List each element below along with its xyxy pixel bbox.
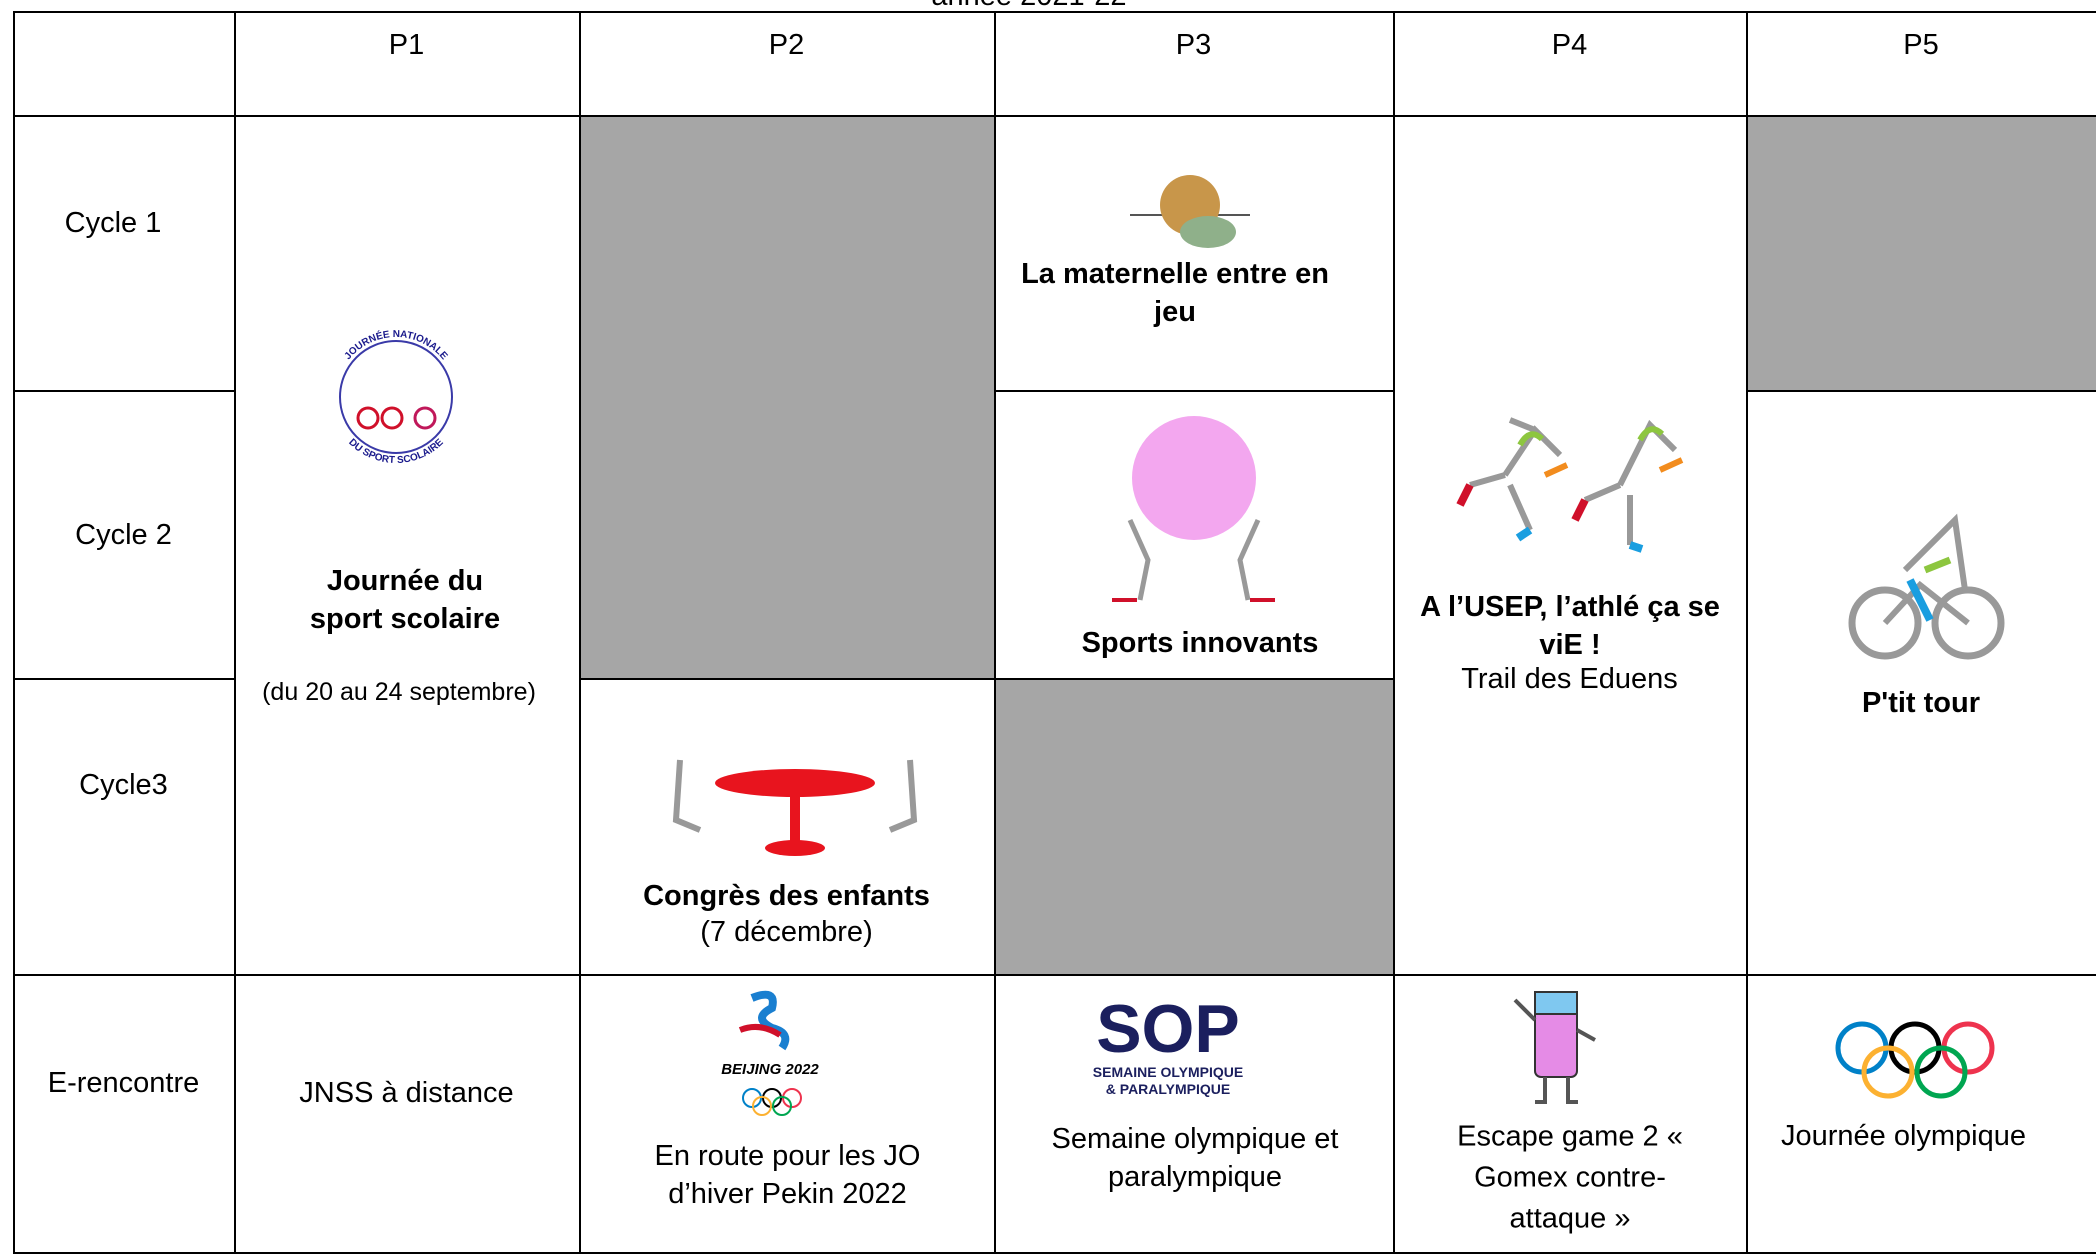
event-title: Journée du sport scolaire <box>309 565 501 635</box>
event-title: La maternelle entre en jeu <box>1021 258 1329 328</box>
row-label: Cycle 2 <box>75 519 172 551</box>
row-label: Cycle3 <box>79 769 168 801</box>
e-rencontre-text: Semaine olympique et paralympique <box>1051 1123 1339 1193</box>
sop-logo-text: SEMAINE OLYMPIQUE <box>1093 1064 1243 1080</box>
table-icon <box>765 840 825 856</box>
e-rencontre-text: JNSS à distance <box>299 1077 514 1109</box>
column-header: P2 <box>768 29 805 61</box>
runner-arms <box>1543 457 1684 478</box>
page-title: année 2021-22 <box>779 0 1279 15</box>
column-header: P4 <box>1551 29 1588 61</box>
cyclist <box>1882 513 1970 626</box>
e-rencontre-text: Journée olympique <box>1780 1120 2027 1152</box>
bike-wheel <box>380 406 404 430</box>
jnss-logo <box>339 340 453 454</box>
row-label: Cycle 1 <box>64 207 162 239</box>
runner-legs <box>1515 526 1644 553</box>
column-header: P1 <box>388 29 425 61</box>
runner-legs <box>1456 483 1589 522</box>
table-icon <box>790 790 800 845</box>
gomex-icon <box>1534 991 1578 1015</box>
jnss-logo-text: JOURNÉE NATIONALE <box>343 329 450 363</box>
cyclist-leg <box>1906 578 1934 622</box>
beijing-emblem <box>738 1023 782 1038</box>
sop-logo: SOP <box>1096 991 1240 1067</box>
e-rencontre-text: Escape game 2 « Gomex contre-attaque » <box>1457 1120 1683 1235</box>
bike-wheel <box>1931 586 2005 660</box>
runner-icon <box>1469 417 1678 545</box>
wheelchair-wheel <box>413 406 437 430</box>
event-note: (7 décembre) <box>700 916 873 948</box>
row-label: E-rencontre <box>47 1067 200 1099</box>
sop-logo-text: & PARALYMPIQUE <box>1106 1081 1230 1097</box>
runner-arms <box>1517 426 1665 447</box>
event-title: Congrès des enfants <box>643 880 930 912</box>
olympic-rings <box>1835 1021 1995 1099</box>
e-rencontre-text: En route pour les JO d’hiver Pekin 2022 <box>654 1140 921 1210</box>
mascot <box>1127 518 1261 601</box>
column-header: P3 <box>1175 29 1212 61</box>
event-title: A l’USEP, l’athlé ça se viE ! <box>1420 591 1720 661</box>
event-title: P'tit tour <box>1861 687 1981 719</box>
gomex-icon <box>1534 1004 1578 1078</box>
event-note: Trail des Eduens <box>1461 663 1678 695</box>
pink-ball <box>1132 416 1256 540</box>
event-note: (du 20 au 24 septembre) <box>262 678 536 706</box>
chair-icon <box>672 759 918 833</box>
bike-wheel <box>356 406 380 430</box>
empty-cell <box>579 115 996 680</box>
beijing-emblem <box>750 990 790 1051</box>
jnss-logo-text: JOURNÉE NATIONALE <box>343 329 450 363</box>
children-icon <box>1180 216 1236 248</box>
table-icon <box>715 769 875 797</box>
ring <box>752 1096 772 1116</box>
ring <box>1914 1045 1968 1099</box>
gomex-limbs <box>1513 998 1596 1104</box>
olympic-rings-small <box>742 1088 802 1116</box>
ring <box>772 1096 792 1116</box>
beijing-logo-text: BEIJING 2022 <box>721 1061 819 1078</box>
event-title: Sports innovants <box>1081 627 1319 659</box>
column-header: P5 <box>1903 29 1939 61</box>
bike-wheel <box>1848 586 1922 660</box>
empty-cell <box>994 678 1395 976</box>
ring <box>1861 1045 1915 1099</box>
cyclist-arm <box>1923 556 1952 574</box>
